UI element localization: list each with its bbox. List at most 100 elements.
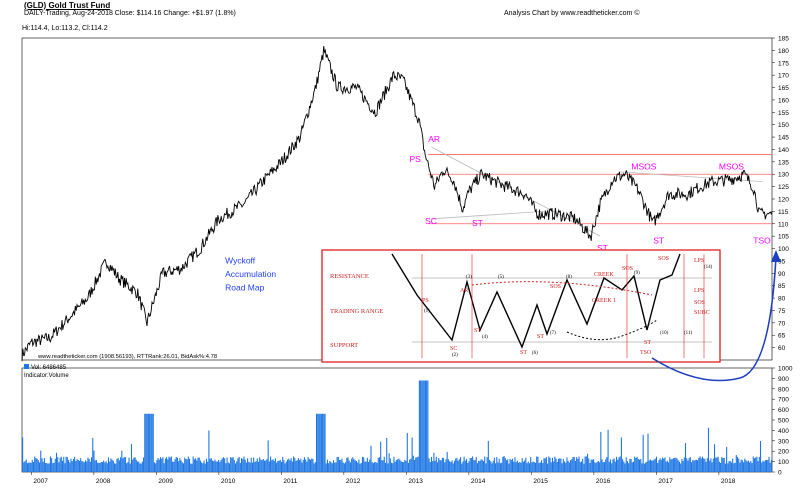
inset-number: (5) (498, 275, 504, 280)
inset-label: SOS (550, 284, 561, 290)
price-ytick-label: 175 (778, 60, 789, 67)
price-ytick-label: 120 (778, 197, 789, 204)
tso-arrow (651, 255, 777, 382)
volume-ytick-label: 600 (778, 407, 789, 414)
price-ytick-label: 140 (778, 147, 789, 154)
inset-label: LPS (694, 258, 704, 264)
price-ytick-label: 125 (778, 184, 789, 191)
price-ytick-label: 85 (778, 283, 786, 290)
volume-label: Vol: 6486485 (31, 365, 67, 371)
wyckoff-label: PS (410, 154, 422, 164)
wyckoff-label: MSOS (631, 161, 656, 171)
volume-swatch (24, 364, 29, 369)
wyckoff-label: AR (428, 134, 440, 144)
inset-label: ST (474, 328, 481, 334)
ohlc-readout: Hi:114.4, Lo:113.2, Cl:114.2 (22, 25, 108, 32)
volume-ytick-label: 800 (778, 386, 789, 393)
price-ytick-label: 110 (778, 221, 789, 228)
price-ytick-label: 130 (778, 172, 789, 179)
inset-dotted-path (566, 319, 658, 341)
volume-panel-frame (21, 367, 773, 473)
year-tick-label: 2017 (658, 478, 673, 485)
wyckoff-label: ST (653, 236, 664, 246)
inset-label: TSO (640, 350, 652, 356)
price-ytick-label: 145 (778, 135, 789, 142)
price-ytick-label: 65 (778, 333, 786, 340)
inset-number: (11) (684, 331, 692, 336)
price-ytick-label: 150 (778, 122, 789, 129)
inset-label: CREEK 1 (592, 298, 616, 304)
price-ytick-label: 170 (778, 73, 789, 80)
price-ytick-label: 160 (778, 97, 789, 104)
inset-row-label: SUPPORT (330, 342, 358, 349)
inset-number: (3) (466, 275, 472, 280)
year-tick-label: 2012 (346, 478, 361, 485)
price-ytick-label: 105 (778, 234, 789, 241)
volume-ytick-label: 900 (778, 376, 789, 383)
volume-ytick-label: 700 (778, 397, 789, 404)
price-ytick-label: 165 (778, 85, 789, 92)
year-tick-label: 2008 (96, 478, 111, 485)
inset-number: (2) (452, 353, 458, 358)
inset-number: (4) (482, 335, 488, 340)
annotation-text: Wyckoff (225, 255, 256, 265)
annotation-text: Accumulation (225, 269, 276, 279)
chart-title: (GLD) Gold Trust Fund (24, 1, 111, 10)
price-series-line (21, 46, 773, 362)
inset-creek-line (471, 281, 653, 296)
inset-label: CREEK (594, 272, 614, 278)
inset-row-label: TRADING RANGE (330, 308, 383, 315)
inset-label: SOS (694, 300, 705, 306)
price-ytick-label: 75 (778, 308, 786, 315)
price-ytick-label: 115 (778, 209, 789, 216)
price-ytick-label: 60 (778, 345, 786, 352)
channel-line (431, 210, 544, 220)
inset-number: (10) (660, 331, 669, 336)
year-tick-label: 2013 (408, 478, 423, 485)
tso-arrowhead (771, 250, 781, 262)
inset-label: ST (644, 340, 651, 346)
inset-label: SC (450, 346, 457, 352)
volume-ytick-label: 100 (778, 459, 789, 466)
chart-subtitle: DAILY-Trading, Aug-24-2018 Close: $114.1… (24, 10, 236, 17)
volume-ytick-label: 1000 (778, 366, 793, 373)
price-ytick-label: 90 (778, 271, 786, 278)
inset-label: AR (460, 288, 468, 294)
inset-number: (8) (566, 275, 572, 280)
year-tick-label: 2015 (533, 478, 548, 485)
year-tick-label: 2011 (283, 478, 297, 485)
volume-ytick-label: 500 (778, 418, 789, 425)
wyckoff-label: ST (472, 218, 483, 228)
analysis-credit: Analysis Chart by www.readtheticker.com … (504, 10, 640, 17)
price-ytick-label: 70 (778, 320, 786, 327)
wyckoff-label: MSOS (719, 161, 744, 171)
price-ytick-label: 100 (778, 246, 789, 253)
price-ytick-label: 180 (778, 48, 789, 55)
price-ytick-label: 185 (778, 36, 789, 43)
price-ytick-label: 135 (778, 159, 789, 166)
inset-label: SOS (622, 266, 633, 272)
price-footer-note: www.readtheticker.com (1908.56193), RTTR… (37, 354, 217, 360)
inset-label: SUBC (694, 310, 710, 316)
price-ytick-label: 80 (778, 296, 786, 303)
inset-number: (9) (634, 271, 640, 276)
year-tick-label: 2009 (158, 478, 173, 485)
inset-label: ST (520, 350, 527, 356)
annotation-text: Road Map (225, 283, 264, 293)
wyckoff-label: TSO (753, 236, 771, 246)
volume-ytick-label: 300 (778, 438, 789, 445)
inset-price-path (391, 253, 681, 349)
inset-label: PS (422, 298, 429, 304)
price-ytick-label: 155 (778, 110, 789, 117)
inset-number: (14) (704, 265, 713, 270)
inset-row-label: RESISTANCE (330, 273, 369, 280)
indicator-label: Indicator:Volume (24, 373, 69, 379)
wyckoff-label: ST (597, 243, 608, 253)
volume-ytick-label: 0 (778, 470, 782, 477)
year-tick-label: 2010 (221, 478, 236, 485)
year-tick-label: 2018 (721, 478, 736, 485)
inset-label: ST (537, 334, 544, 340)
inset-label: LPS (694, 288, 704, 294)
volume-ytick-label: 200 (778, 449, 789, 456)
